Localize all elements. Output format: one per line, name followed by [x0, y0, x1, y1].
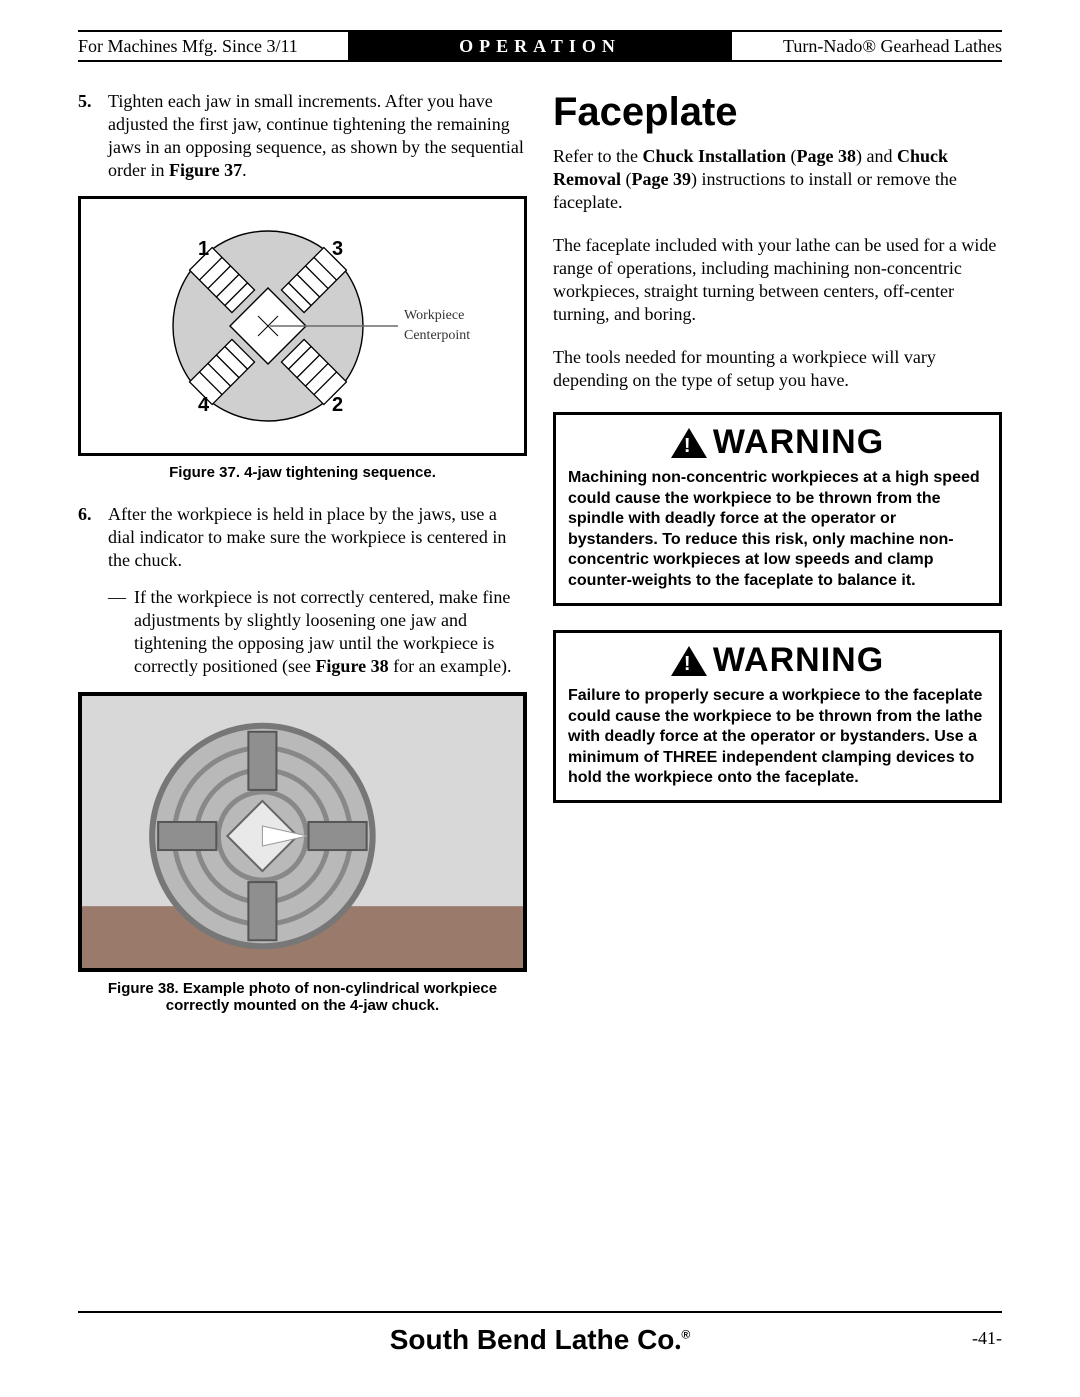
step-number: 5.: [78, 90, 108, 182]
right-column: Faceplate Refer to the Chuck Installatio…: [553, 90, 1002, 1036]
warning-body: Failure to properly secure a workpiece t…: [568, 686, 987, 788]
step-text: Tighten each jaw in small increments. Af…: [108, 90, 527, 182]
figure-38-photo: [78, 692, 527, 972]
figure-37-frame: 1 3 2 4 Workpiece Centerpoint: [78, 196, 527, 456]
jaw-label-2: 2: [332, 394, 343, 416]
header-left: For Machines Mfg. Since 3/11: [78, 32, 348, 60]
step-6: 6. After the workpiece is held in place …: [78, 503, 527, 572]
faceplate-p2: The faceplate included with your lathe c…: [553, 234, 1002, 326]
warning-box-1: WARNING Machining non-concentric workpie…: [553, 412, 1002, 606]
faceplate-p3: The tools needed for mounting a workpiec…: [553, 346, 1002, 392]
header-section: OPERATION: [348, 32, 732, 60]
step-number: 6.: [78, 503, 108, 572]
step-6-sub: — If the workpiece is not correctly cent…: [108, 586, 527, 678]
footer-brand: South Bend Lathe Co.®: [0, 1324, 1080, 1357]
faceplate-heading: Faceplate: [553, 90, 1002, 135]
jaw-label-3: 3: [332, 238, 343, 260]
warning-label: WARNING: [713, 641, 884, 680]
page-header: For Machines Mfg. Since 3/11 OPERATION T…: [78, 32, 1002, 62]
header-right: Turn-Nado® Gearhead Lathes: [732, 32, 1002, 60]
figure-38-caption: Figure 38. Example photo of non-cylindri…: [78, 980, 527, 1014]
warning-icon: [671, 646, 707, 676]
callout-workpiece: Workpiece: [404, 308, 464, 323]
chuck-photo-placeholder: [82, 696, 523, 968]
callout-centerpoint: Centerpoint: [404, 328, 470, 343]
figure-37-diagram: 1 3 2 4 Workpiece Centerpoint: [98, 215, 508, 437]
warning-box-2: WARNING Failure to properly secure a wor…: [553, 630, 1002, 803]
faceplate-p1: Refer to the Chuck Installation (Page 38…: [553, 145, 1002, 214]
step-text: After the workpiece is held in place by …: [108, 503, 527, 572]
left-column: 5. Tighten each jaw in small increments.…: [78, 90, 527, 1036]
footer-rule: [78, 1311, 1002, 1313]
figure-37-caption: Figure 37. 4-jaw tightening sequence.: [78, 464, 527, 481]
page-number: -41-: [972, 1328, 1002, 1349]
warning-label: WARNING: [713, 423, 884, 462]
warning-icon: [671, 428, 707, 458]
jaw-label-4: 4: [198, 394, 210, 416]
jaw-label-1: 1: [198, 238, 209, 260]
step-5: 5. Tighten each jaw in small increments.…: [78, 90, 527, 182]
warning-body: Machining non-concentric workpieces at a…: [568, 468, 987, 591]
